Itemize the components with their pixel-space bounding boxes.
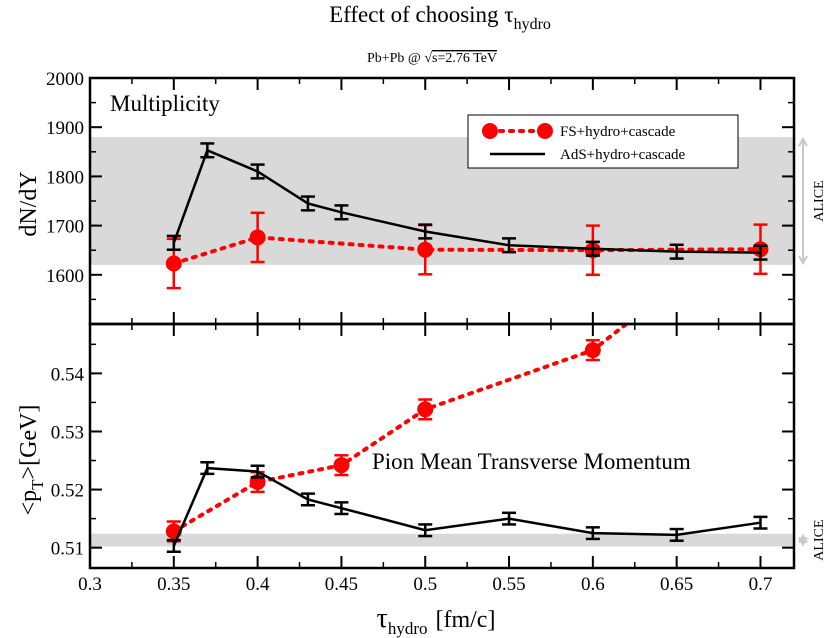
- legend-fs-marker-left: [482, 123, 498, 139]
- bottom-panel-label: Pion Mean Transverse Momentum: [372, 449, 691, 474]
- top-fs-point: [249, 229, 266, 246]
- top-ytick-label: 2000: [46, 69, 84, 90]
- top-ytick-label: 1600: [46, 266, 84, 287]
- bottom-ytick-label: 0.51: [51, 539, 84, 560]
- x-axis-label: τhydro [fm/c]: [377, 603, 496, 638]
- xtick-label: 0.5: [413, 574, 437, 595]
- top-series-group: [165, 142, 769, 290]
- bottom-ads-errorbar: [334, 501, 349, 516]
- chart-title: Effect of choosing τhydro: [329, 2, 551, 33]
- xtick-label: 0.7: [749, 574, 773, 595]
- bottom-ads-errorbar: [502, 511, 517, 526]
- xtick-label: 0.4: [246, 574, 270, 595]
- bottom-alice-band: [90, 533, 794, 547]
- xtick-label: 0.55: [492, 574, 525, 595]
- top-y-axis-label: dN/dY: [16, 171, 42, 236]
- bottom-ads-line: [172, 466, 761, 547]
- xtick-label: 0.3: [78, 574, 102, 595]
- legend-fs-marker-right: [537, 123, 553, 139]
- bottom-ads-errorbar: [418, 523, 433, 538]
- legend-box: [467, 114, 739, 169]
- top-ads-errorbar: [502, 237, 517, 254]
- top-ytick-label: 1800: [46, 167, 84, 188]
- bottom-fs-point: [584, 342, 601, 359]
- bottom-y-axis-label: <pT>[GeV]: [16, 405, 47, 516]
- top-fs-point: [165, 255, 182, 272]
- bottom-series-group: [165, 324, 768, 553]
- bottom-alice-label: ALICE: [812, 520, 827, 561]
- bottom-fs-point: [417, 401, 434, 418]
- legend-fs-label: FS+hydro+cascade: [560, 124, 676, 140]
- top-ads-errorbar: [200, 142, 215, 159]
- chart-subtitle: Pb+Pb @ √s=2.76 TeV: [367, 51, 497, 66]
- top-ads-errorbar: [250, 163, 265, 180]
- top-ytick-label: 1700: [46, 217, 84, 238]
- bottom-ads-errorbar: [753, 515, 768, 530]
- bottom-alice-arrowhead-bottom: [798, 537, 808, 547]
- bottom-ytick-label: 0.52: [51, 481, 84, 502]
- bottom-ads-errorbar: [669, 527, 684, 542]
- xtick-label: 0.65: [660, 574, 693, 595]
- top-ads-errorbar: [166, 234, 181, 251]
- bottom-ytick-label: 0.54: [51, 364, 85, 385]
- top-alice-arrowhead-bottom: [798, 255, 808, 265]
- top-fs-point: [417, 241, 434, 258]
- bottom-ads-errorbar: [585, 526, 600, 541]
- top-ads-line: [172, 148, 761, 254]
- legend-ads-label: AdS+hydro+cascade: [560, 147, 686, 163]
- top-alice-label: ALICE: [812, 180, 827, 221]
- bottom-fs-point: [333, 457, 350, 474]
- top-panel-label: Multiplicity: [110, 91, 220, 116]
- bottom-panel-frame: [88, 322, 796, 570]
- bottom-ads-errorbar: [300, 492, 315, 507]
- top-ads-errorbar: [753, 244, 768, 261]
- top-ads-errorbar: [334, 204, 349, 221]
- xtick-label: 0.35: [157, 574, 190, 595]
- xtick-label: 0.6: [581, 574, 605, 595]
- top-ads-errorbar: [585, 240, 600, 257]
- top-ads-errorbar: [669, 243, 684, 260]
- top-ytick-label: 1900: [46, 118, 84, 139]
- bottom-ads-errorbar: [166, 538, 181, 553]
- top-ads-errorbar: [300, 195, 315, 212]
- top-alice-arrowhead-top: [798, 137, 808, 147]
- bottom-fs-line: [171, 324, 629, 534]
- top-ads-errorbar: [418, 223, 433, 240]
- bottom-ytick-label: 0.53: [51, 422, 84, 443]
- legend: FS+hydro+cascade AdS+hydro+cascade: [467, 114, 739, 169]
- xtick-label: 0.45: [325, 574, 358, 595]
- bottom-ads-errorbar: [250, 464, 265, 479]
- bottom-ads-errorbar: [200, 461, 215, 476]
